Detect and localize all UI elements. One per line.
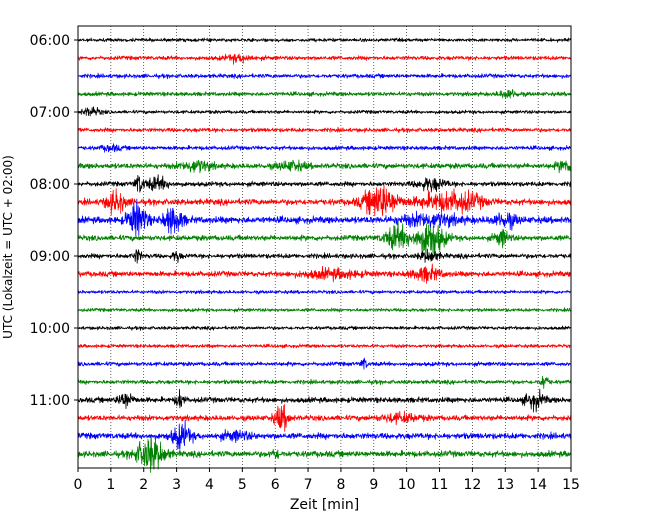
- x-tick-label: 5: [238, 477, 247, 493]
- trace-line: [77, 388, 572, 413]
- trace-line: [77, 106, 572, 117]
- trace-line: [77, 325, 572, 331]
- x-tick-label: 8: [336, 477, 345, 493]
- trace-line: [77, 404, 572, 432]
- x-tick-label: 4: [205, 477, 214, 493]
- x-tick-label: 6: [271, 477, 280, 493]
- traces: [77, 37, 572, 473]
- trace-line: [77, 184, 572, 217]
- plot-frame: [77, 25, 572, 469]
- y-axis-ticks: 06:00 07:00 08:00 09:00 10:00 11:00: [30, 33, 78, 409]
- trace-line: [77, 436, 572, 473]
- x-tick-label: 11: [431, 477, 449, 493]
- x-tick-label: 14: [529, 477, 547, 493]
- x-tick-label: 15: [562, 477, 580, 493]
- trace-line: [77, 375, 572, 389]
- x-tick-label: 10: [398, 477, 416, 493]
- x-tick-label: 3: [172, 477, 181, 493]
- trace-line: [77, 198, 572, 237]
- y-tick-label: 06:00: [30, 33, 70, 49]
- trace-line: [77, 357, 572, 370]
- y-axis-label: UTC (Lokalzeit = UTC + 02:00): [1, 155, 15, 339]
- x-tick-label: 2: [139, 477, 148, 493]
- trace-line: [77, 159, 572, 174]
- trace-line: [77, 37, 572, 43]
- y-tick-label: 07:00: [30, 105, 70, 121]
- trace-line: [77, 307, 572, 313]
- y-tick-label: 09:00: [30, 249, 70, 265]
- trace-line: [77, 263, 572, 284]
- plot-background: [78, 26, 571, 468]
- y-tick-label: 11:00: [30, 393, 70, 409]
- trace-line: [77, 72, 572, 80]
- trace-line: [77, 221, 572, 258]
- trace-line: [77, 289, 572, 295]
- x-tick-label: 13: [496, 477, 514, 493]
- trace-line: [77, 88, 572, 99]
- trace-line: [77, 143, 572, 153]
- y-tick-label: 10:00: [30, 321, 70, 337]
- trace-line: [77, 419, 572, 450]
- x-tick-label: 0: [74, 477, 83, 493]
- x-axis-ticks: 0 1 2 3 4 5 6 7 8 9 10 11 12 13 14 15: [74, 468, 580, 493]
- trace-line: [77, 174, 572, 193]
- y-tick-label: 08:00: [30, 177, 70, 193]
- trace-line: [77, 53, 572, 65]
- trace-line: [77, 343, 572, 349]
- x-tick-label: 9: [369, 477, 378, 493]
- trace-line: [77, 248, 572, 264]
- x-tick-label: 7: [304, 477, 313, 493]
- x-tick-label: 1: [106, 477, 115, 493]
- trace-line: [77, 126, 572, 134]
- x-tick-label: 12: [463, 477, 481, 493]
- x-axis-label: Zeit [min]: [290, 497, 359, 513]
